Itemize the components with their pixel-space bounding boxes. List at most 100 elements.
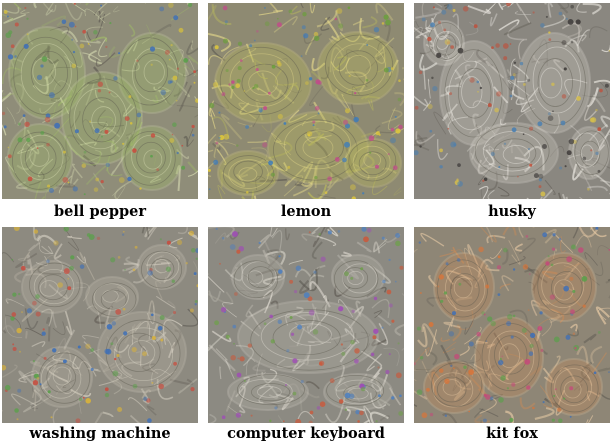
texture-streak	[208, 344, 236, 372]
texture-streak	[376, 398, 391, 410]
texture-streak	[462, 279, 477, 282]
texture-streak	[365, 52, 386, 71]
texture-speckle	[483, 177, 488, 181]
texture-streak	[146, 300, 156, 328]
texture-streak	[274, 68, 298, 86]
texture-speckle	[327, 230, 332, 235]
texture-speckle	[188, 230, 195, 236]
texture-contour	[442, 379, 462, 396]
texture-speckle	[552, 110, 554, 113]
texture-speckle	[512, 73, 516, 77]
texture-speckle	[159, 238, 162, 241]
texture-speckle	[324, 191, 328, 195]
texture-speckle	[506, 3, 511, 7]
texture-streak	[475, 340, 489, 344]
bell-pepper-caption: bell pepper	[54, 203, 146, 220]
texture-speckle	[416, 326, 421, 331]
texture-speckle	[143, 396, 148, 402]
texture-streak	[288, 109, 308, 123]
texture-speckle	[110, 257, 116, 263]
texture-streak	[208, 227, 235, 238]
texture-streak	[307, 133, 325, 147]
texture-streak	[284, 165, 306, 187]
texture-streak	[516, 107, 536, 124]
texture-streak	[17, 144, 44, 154]
texture-speckle	[427, 103, 433, 110]
texture-speckle	[159, 6, 165, 12]
texture-streak	[549, 305, 571, 324]
texture-streak	[345, 153, 375, 174]
texture-contour	[40, 358, 82, 399]
texture-streak	[187, 161, 198, 173]
texture-streak	[346, 49, 362, 58]
texture-speckle	[139, 187, 142, 190]
texture-streak	[2, 252, 15, 263]
texture-speckle	[476, 80, 480, 84]
texture-speckle	[450, 45, 454, 49]
texture-speckle	[432, 85, 438, 92]
texture-speckle	[365, 79, 369, 82]
texture-speckle	[344, 408, 348, 411]
texture-speckle	[219, 262, 221, 265]
texture-streak	[144, 262, 162, 275]
texture-speckle	[496, 265, 502, 270]
texture-speckle	[362, 192, 365, 195]
texture-speckle	[21, 311, 23, 314]
texture-streak	[2, 67, 22, 85]
texture-speckle	[457, 181, 463, 187]
texture-speckle	[134, 245, 138, 249]
texture-speckle	[312, 120, 316, 124]
texture-streak	[567, 154, 582, 160]
texture-streak	[486, 343, 495, 349]
texture-speckle	[487, 316, 493, 322]
texture-streak	[112, 185, 126, 199]
texture-speckle	[443, 291, 448, 295]
texture-speckle	[292, 358, 298, 364]
texture-speckle	[350, 276, 354, 280]
texture-streak	[417, 326, 428, 348]
texture-speckle	[375, 131, 380, 136]
texture-streak	[594, 261, 604, 277]
texture-streak	[510, 78, 517, 101]
texture-speckle	[263, 322, 267, 326]
texture-blob	[474, 316, 544, 398]
texture-speckle	[74, 25, 77, 28]
texture-streak	[110, 155, 126, 176]
texture-streak	[208, 160, 217, 178]
texture-speckle	[67, 286, 72, 291]
texture-contour	[69, 78, 138, 157]
texture-streak	[588, 123, 608, 142]
texture-streak	[35, 255, 49, 266]
texture-speckle	[112, 370, 119, 377]
texture-speckle	[383, 67, 389, 73]
texture-contour	[124, 131, 176, 186]
texture-streak	[2, 364, 18, 378]
texture-streak	[326, 77, 339, 95]
texture-streak	[311, 241, 323, 260]
texture-speckle	[313, 270, 317, 274]
texture-speckle	[561, 94, 567, 99]
texture-streak	[208, 413, 217, 423]
texture-streak	[121, 58, 140, 72]
texture-streak	[440, 20, 451, 39]
panel-husky: husky	[414, 3, 610, 221]
texture-streak	[247, 140, 267, 143]
texture-streak	[177, 227, 188, 235]
texture-streak	[149, 176, 162, 183]
texture-streak	[76, 255, 87, 264]
texture-speckle	[561, 40, 567, 46]
texture-speckle	[132, 383, 138, 389]
texture-streak	[475, 57, 488, 63]
texture-streak	[472, 113, 479, 127]
texture-streak	[590, 345, 603, 364]
texture-speckle	[240, 59, 243, 62]
texture-speckle	[381, 326, 384, 329]
texture-streak	[45, 317, 51, 342]
texture-speckle	[224, 20, 228, 24]
texture-speckle	[457, 163, 461, 167]
texture-streak	[182, 69, 198, 78]
texture-speckle	[521, 327, 527, 333]
texture-streak	[288, 259, 303, 265]
texture-speckle	[6, 15, 9, 18]
